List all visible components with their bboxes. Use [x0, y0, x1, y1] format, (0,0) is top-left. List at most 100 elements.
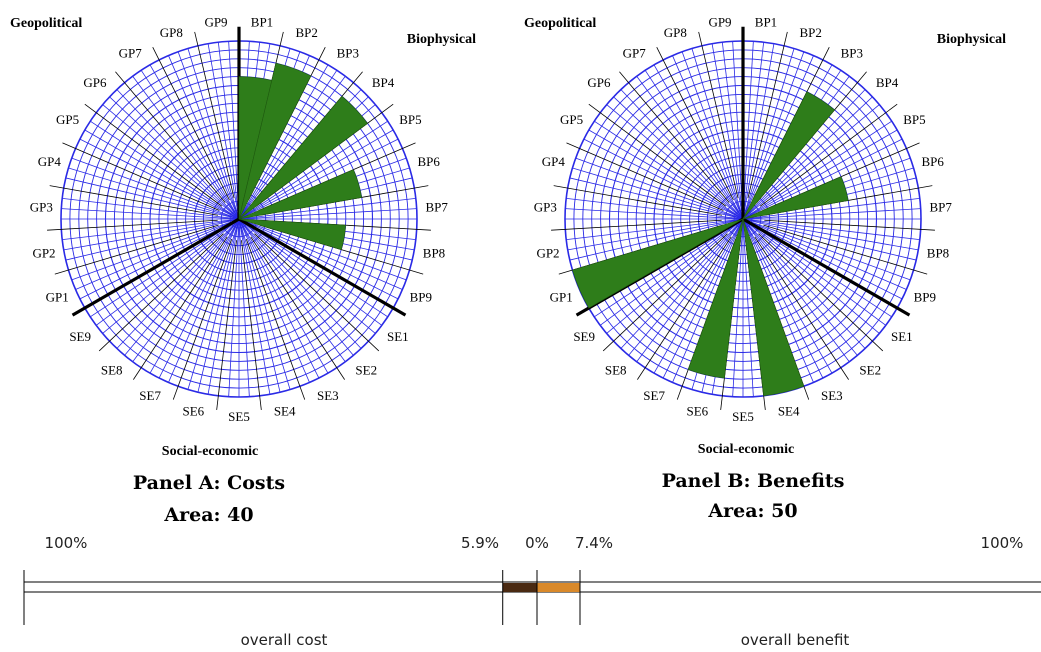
- grid-spoke: [124, 218, 240, 356]
- sector-boundary-line: [250, 236, 345, 380]
- overall-benefit-label: overall benefit: [741, 631, 850, 649]
- grid-spoke: [569, 177, 744, 220]
- sector-label-bp9: BP9: [914, 289, 936, 304]
- sector-label-bp9: BP9: [410, 289, 432, 304]
- grid-spoke: [238, 218, 329, 374]
- grid-spoke: [238, 64, 329, 220]
- grid-spoke: [742, 218, 833, 374]
- grid-spoke: [742, 218, 880, 334]
- grid-spoke: [672, 218, 744, 383]
- grid-spoke: [109, 96, 240, 220]
- sector-label-se4: SE4: [778, 404, 800, 419]
- sector-label-gp2: GP2: [32, 245, 55, 260]
- sector-boundary-line: [172, 238, 233, 400]
- sector-boundary-line: [84, 103, 223, 207]
- grid-spoke: [565, 208, 744, 220]
- grid-spoke: [158, 218, 240, 379]
- sector-label-bp5: BP5: [399, 112, 421, 127]
- grid-spoke: [653, 218, 744, 374]
- grid-spoke: [75, 218, 240, 290]
- sector-label-bp2: BP2: [800, 25, 822, 40]
- bar-bp4: [238, 95, 368, 220]
- grid-spoke: [672, 55, 744, 220]
- grid-spoke: [65, 218, 240, 261]
- sector-label-bp2: BP2: [296, 25, 318, 40]
- group-separator-line: [238, 217, 407, 317]
- bar-label-cost-percent: 5.9%: [461, 534, 499, 552]
- grid-spoke: [732, 218, 744, 397]
- sector-boundary-line: [553, 185, 723, 216]
- grid-spoke: [238, 70, 338, 220]
- grid-spoke: [594, 120, 744, 220]
- sector-label-se2: SE2: [859, 363, 881, 378]
- sector-label-bp4: BP4: [372, 75, 395, 90]
- grid-spoke: [62, 218, 240, 241]
- grid-spoke: [140, 70, 240, 220]
- sector-label-gp6: GP6: [83, 75, 107, 90]
- sector-label-se4: SE4: [274, 404, 296, 419]
- grid-spoke: [238, 218, 310, 383]
- sector-boundary-line: [551, 219, 722, 231]
- sector-boundary-line: [764, 219, 935, 231]
- grid-spoke: [572, 167, 744, 220]
- bar-label-left-100: 100%: [45, 534, 88, 552]
- group-label-biophysical: Biophysical: [937, 32, 1006, 47]
- grid-spoke: [742, 104, 880, 220]
- group-label-social-economic: Social-economic: [162, 444, 258, 459]
- grid-spoke: [742, 218, 814, 383]
- grid-spoke: [238, 218, 281, 393]
- sector-label-bp8: BP8: [423, 245, 445, 260]
- grid-spoke: [742, 218, 858, 356]
- panel-b-title: Panel B: Benefits: [662, 470, 845, 492]
- grid-spoke: [68, 167, 240, 220]
- grid-spoke: [606, 218, 744, 334]
- group-separator-line: [71, 217, 240, 317]
- grid-spoke: [566, 197, 744, 220]
- grid-spoke: [228, 218, 240, 397]
- panel-a-area-label: Area: 40: [163, 504, 253, 526]
- grid-spoke: [238, 218, 399, 300]
- sector-label-se8: SE8: [605, 363, 627, 378]
- grid-spoke: [238, 75, 346, 220]
- grid-spoke: [732, 41, 744, 220]
- sector-label-se5: SE5: [228, 409, 250, 424]
- grid-spoke: [62, 197, 240, 220]
- grid-spoke: [238, 129, 394, 220]
- group-label-biophysical: Biophysical: [407, 32, 476, 47]
- grid-spoke: [132, 75, 240, 220]
- sector-label-bp4: BP4: [876, 75, 899, 90]
- sector-label-gp3: GP3: [534, 199, 557, 214]
- group-label-geopolitical: Geopolitical: [524, 16, 596, 31]
- bar-bp3: [742, 91, 835, 220]
- sector-label-se1: SE1: [891, 329, 913, 344]
- grid-spoke: [149, 64, 240, 220]
- sector-label-gp8: GP8: [664, 25, 687, 40]
- grid-spoke: [238, 218, 320, 379]
- sector-boundary-line: [216, 240, 237, 410]
- bar-gp1: [572, 218, 744, 309]
- sector-boundary-line: [588, 103, 727, 207]
- sector-boundary-line: [98, 233, 224, 352]
- grid-spoke: [116, 218, 240, 349]
- grid-spoke: [102, 218, 240, 334]
- sector-boundary-line: [637, 236, 732, 380]
- grid-spoke: [90, 120, 240, 220]
- grid-spoke: [149, 218, 240, 374]
- bar-bp8: [238, 218, 346, 251]
- sector-boundary-line: [245, 238, 306, 400]
- sector-label-se9: SE9: [69, 329, 91, 344]
- bar-label-benefit-percent: 7.4%: [575, 534, 613, 552]
- sector-boundary-line: [62, 142, 220, 211]
- sector-label-bp6: BP6: [921, 154, 944, 169]
- grid-spoke: [742, 89, 866, 220]
- grid-spoke: [238, 218, 354, 356]
- sector-boundary-line: [566, 142, 724, 211]
- grid-spoke: [116, 89, 240, 220]
- grid-spoke: [197, 218, 240, 393]
- sector-label-bp7: BP7: [425, 199, 448, 214]
- grid-spoke: [238, 218, 388, 318]
- grid-spoke: [742, 43, 775, 220]
- sector-boundary-line: [152, 47, 230, 201]
- grid-spoke: [238, 218, 291, 390]
